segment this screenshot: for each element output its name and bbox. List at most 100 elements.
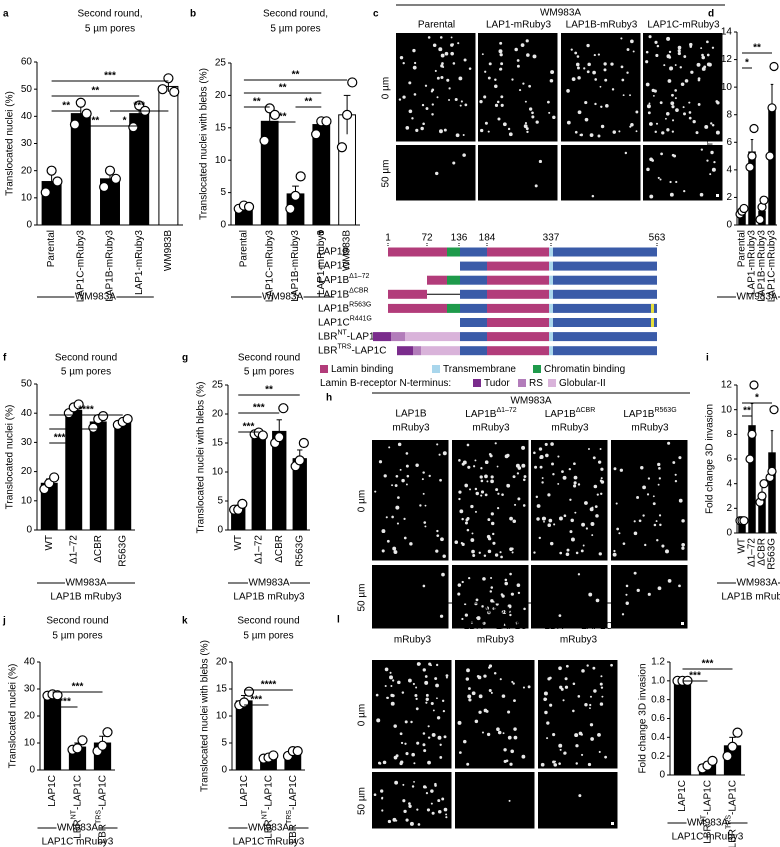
- data-point: [707, 755, 718, 766]
- nucleus: [381, 809, 384, 812]
- nucleus: [711, 46, 715, 49]
- column-label: Parental: [418, 20, 455, 31]
- significance-label: ****: [66, 419, 82, 430]
- nucleus: [659, 523, 662, 527]
- y-tick-label: 0.4: [651, 732, 665, 743]
- nucleus: [588, 448, 590, 450]
- micrograph: [452, 565, 529, 629]
- data-point: [342, 109, 353, 120]
- nucleus: [626, 71, 629, 74]
- nucleus: [511, 78, 514, 81]
- x-tick-label: LBRNT-LAP1C: [262, 775, 274, 839]
- nucleus: [577, 573, 581, 576]
- nucleus: [441, 572, 445, 577]
- nucleus: [573, 462, 576, 466]
- nucleus: [406, 474, 410, 478]
- data-point: [77, 735, 88, 746]
- panel-label: e: [318, 228, 324, 239]
- nucleus: [570, 48, 573, 51]
- domain: [487, 247, 549, 257]
- significance-label: ***: [243, 422, 255, 433]
- nucleus: [391, 694, 395, 698]
- data-point: [739, 516, 749, 526]
- group-sublabel: LAP1B mRuby3: [233, 592, 305, 603]
- nucleus: [512, 475, 516, 479]
- nucleus: [508, 799, 511, 802]
- nucleus: [580, 549, 584, 553]
- nucleus: [427, 725, 430, 728]
- nucleus: [661, 131, 665, 135]
- nucleus: [620, 65, 624, 69]
- nucleus: [442, 451, 447, 456]
- nucleus: [495, 488, 499, 492]
- nucleus: [564, 677, 568, 681]
- nucleus: [454, 540, 459, 544]
- nucleus: [455, 133, 460, 138]
- label-part: LAP1B: [545, 409, 576, 420]
- nucleus: [683, 55, 687, 58]
- nucleus: [558, 762, 561, 765]
- nucleus: [553, 763, 558, 767]
- nucleus: [469, 488, 472, 491]
- nucleus: [411, 785, 415, 788]
- nucleus: [483, 554, 487, 557]
- group-sublabel: LAP1C mRuby3: [233, 837, 305, 847]
- nucleus: [405, 818, 409, 822]
- nucleus: [402, 95, 406, 99]
- nucleus: [671, 93, 674, 97]
- nucleus: [403, 536, 407, 540]
- significance-label: **: [62, 101, 70, 112]
- nucleus: [470, 504, 474, 509]
- x-tick-label: R563G: [294, 535, 305, 567]
- y-tick-label: 2: [726, 192, 732, 203]
- nucleus: [443, 807, 448, 812]
- panel-header: WM983A: [540, 8, 581, 19]
- nucleus: [393, 724, 397, 728]
- nucleus: [682, 106, 685, 109]
- label-part: LAP1B: [465, 409, 496, 420]
- nucleus: [405, 752, 409, 756]
- nucleus: [574, 511, 577, 514]
- nucleus: [611, 88, 615, 91]
- nucleus: [523, 475, 527, 478]
- nucleus: [600, 467, 604, 471]
- y-tick-label: 10: [215, 155, 227, 166]
- nucleus: [425, 107, 429, 110]
- group-sublabel: LAP1B mRuby3: [721, 592, 780, 603]
- chart-title: Second round: [55, 353, 117, 364]
- nucleus: [594, 102, 597, 106]
- nucleus: [470, 538, 475, 542]
- label-part: LAP1B: [623, 409, 654, 420]
- nucleus: [424, 525, 427, 528]
- significance-label: ***: [250, 695, 262, 706]
- nucleus: [557, 455, 560, 458]
- column-label: LAP1B: [395, 409, 426, 420]
- nucleus: [474, 487, 478, 491]
- nucleus: [559, 551, 563, 555]
- significance-label: **: [265, 385, 273, 396]
- nucleus: [454, 98, 458, 102]
- nucleus: [450, 36, 453, 39]
- nucleus: [467, 687, 471, 690]
- label-part: NT: [262, 809, 269, 819]
- nucleus: [516, 583, 521, 588]
- significance-label: **: [753, 43, 761, 54]
- chart-title: 5 µm pores: [243, 631, 293, 642]
- nucleus: [490, 475, 494, 479]
- domain: [405, 332, 460, 342]
- nucleus: [415, 697, 418, 701]
- nucleus: [593, 484, 598, 489]
- nucleus: [673, 154, 677, 158]
- x-tick-label: Δ1–72: [747, 538, 758, 567]
- nucleus: [405, 126, 410, 130]
- nucleus: [494, 103, 499, 107]
- nucleus: [509, 762, 513, 766]
- data-point: [755, 214, 765, 225]
- legend-label: Chromatin binding: [544, 364, 625, 375]
- nucleus: [459, 509, 464, 514]
- data-point: [757, 491, 767, 501]
- nucleus: [593, 689, 597, 693]
- micrograph: [478, 33, 558, 142]
- nucleus: [658, 477, 661, 480]
- nucleus: [498, 49, 503, 54]
